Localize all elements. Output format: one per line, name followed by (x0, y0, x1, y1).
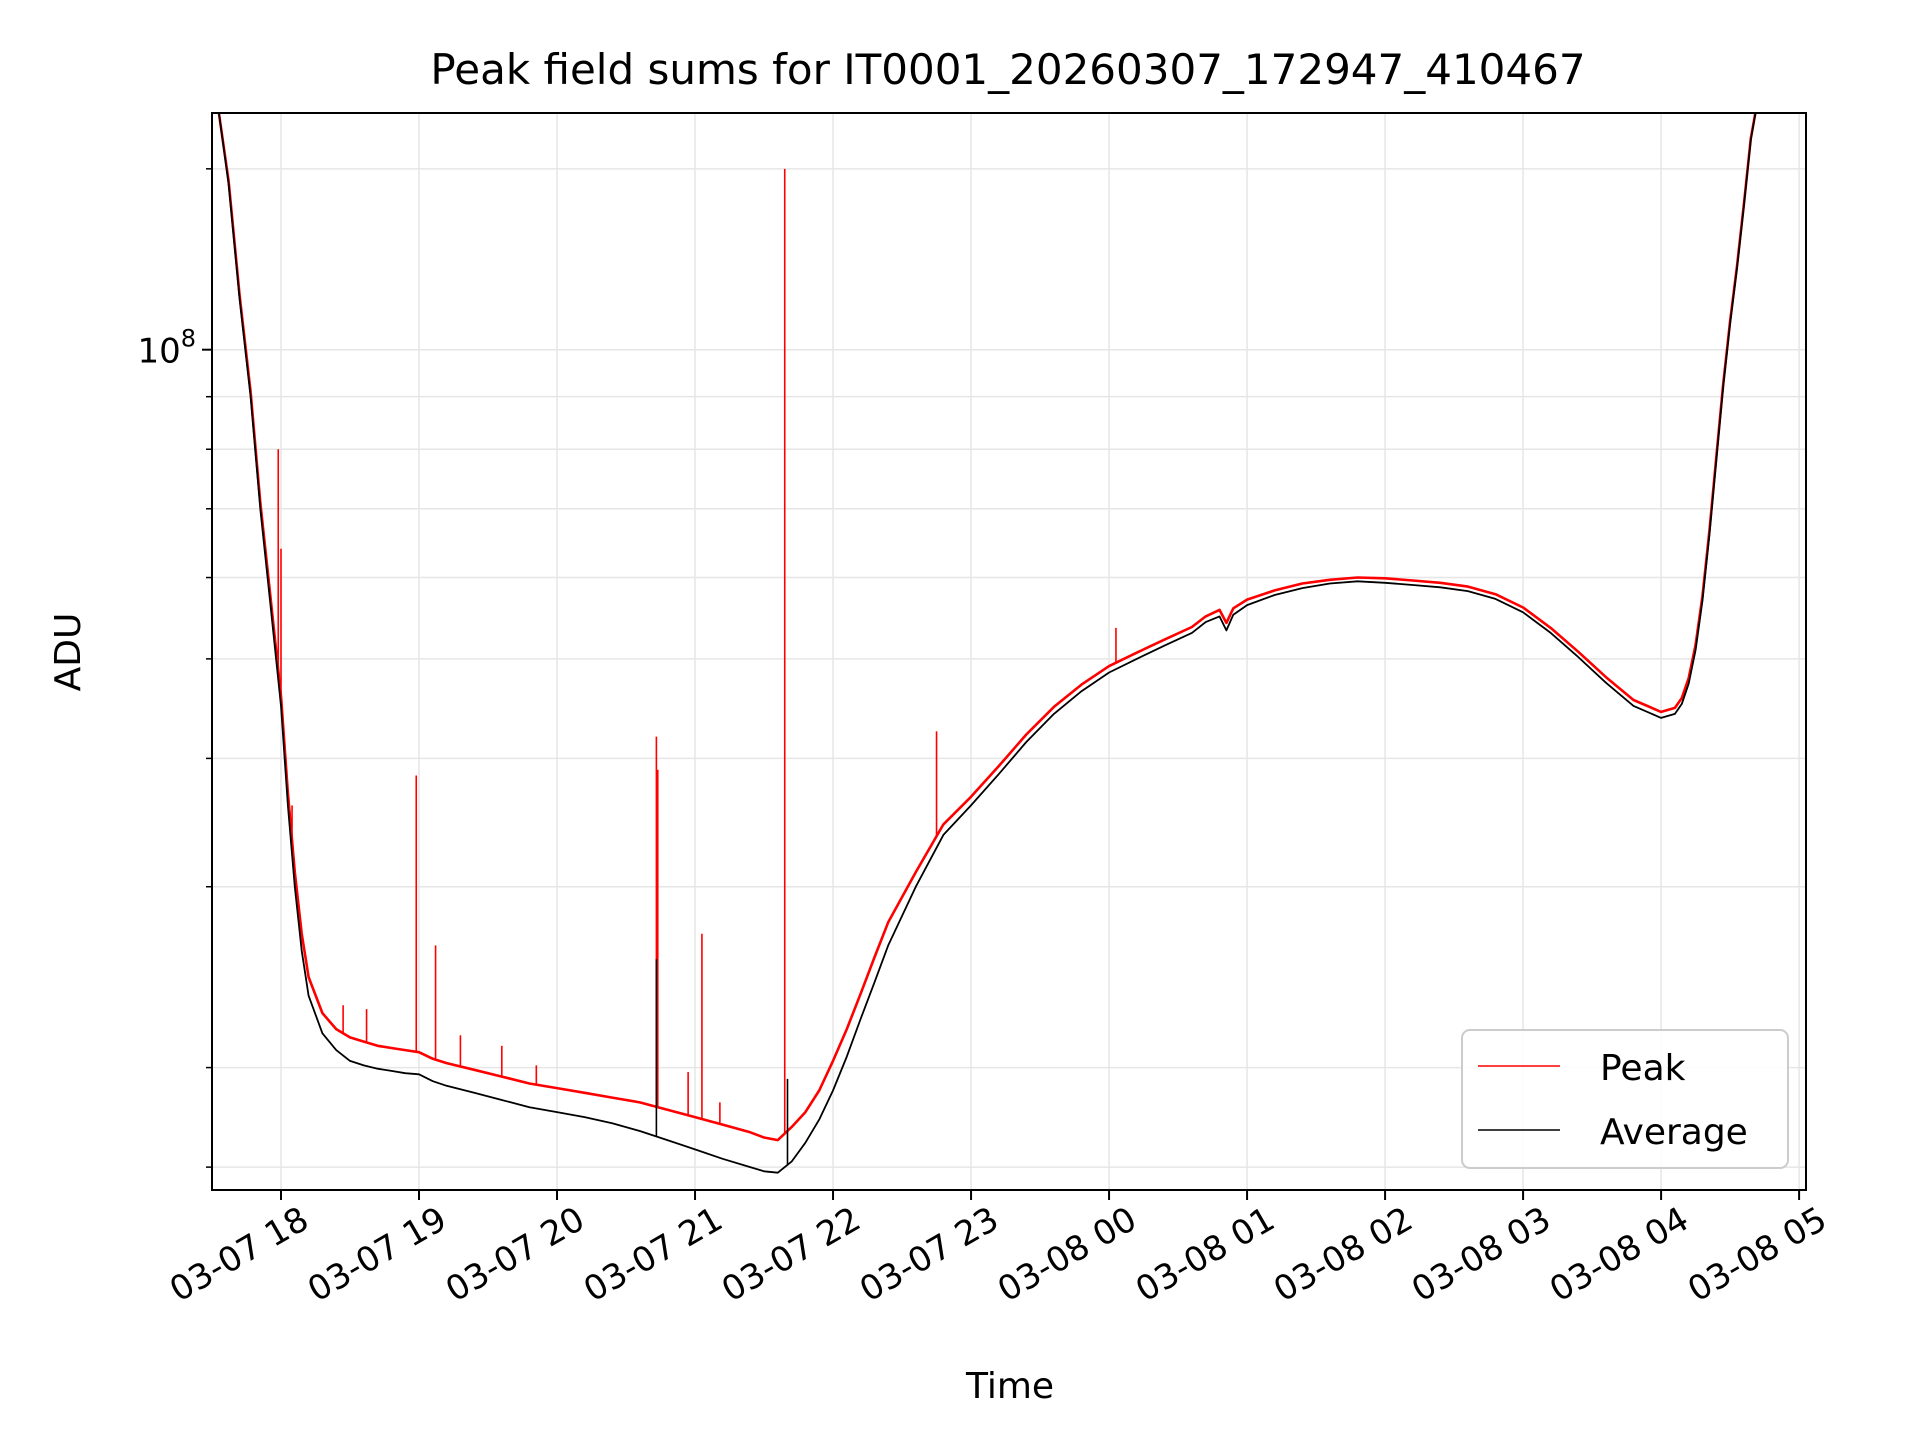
legend: Peak Average (1461, 1029, 1789, 1169)
y-major-tick-label-0: 108 (137, 325, 196, 372)
y-axis-label: ADU (48, 613, 89, 692)
series-layer (217, 113, 1757, 1174)
legend-peak-label: Peak (1600, 1048, 1686, 1089)
series-line-peak (217, 113, 1757, 1142)
legend-box (1461, 1029, 1789, 1169)
y-tick-base: 10 (137, 332, 180, 372)
y-tick-exponent: 8 (181, 325, 196, 353)
x-axis-label: Time (965, 1366, 1054, 1407)
series-line-average (218, 113, 1757, 1174)
grid (212, 113, 1806, 1190)
legend-average-label: Average (1600, 1112, 1748, 1153)
plot-frame (211, 112, 1807, 1191)
y-axis: 108 (137, 168, 212, 1168)
chart-title: Peak field sums for IT0001_20260307_1729… (430, 45, 1585, 94)
